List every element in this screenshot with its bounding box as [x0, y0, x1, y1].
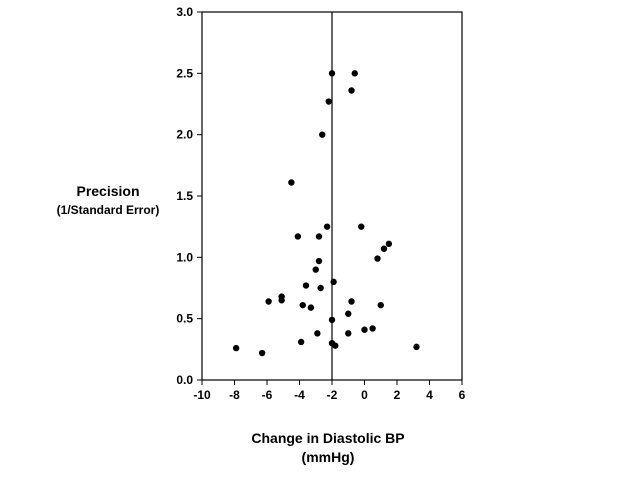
data-point: [317, 284, 324, 292]
data-point: [314, 330, 321, 337]
data-point: [297, 338, 305, 346]
data-point: [299, 301, 306, 309]
data-point: [294, 233, 302, 240]
data-point: [258, 349, 266, 357]
y-axis-label-line2: (1/Standard Error): [56, 203, 160, 217]
x-tick-label: 6: [459, 388, 466, 402]
y-tick-label: 0.0: [176, 373, 193, 387]
data-point: [315, 233, 323, 240]
data-point: [348, 298, 355, 305]
x-axis-label-line1: Change in Diastolic BP: [251, 430, 405, 446]
data-point: [278, 293, 285, 300]
x-tick-label: 0: [361, 388, 368, 402]
data-point: [332, 342, 339, 349]
data-point: [377, 301, 384, 309]
data-point: [232, 344, 240, 352]
data-point: [348, 87, 355, 94]
data-point: [413, 343, 420, 351]
data-point: [361, 326, 368, 333]
data-point: [302, 282, 310, 289]
y-tick-label: 2.5: [176, 66, 193, 80]
y-axis-label-line1: Precision: [76, 183, 140, 199]
data-point: [323, 223, 331, 230]
x-axis-label-line2: (mmHg): [301, 449, 355, 465]
data-point: [385, 240, 393, 248]
x-tick-label: -6: [262, 388, 273, 402]
y-tick-label: 0.5: [176, 312, 193, 326]
x-axis-label: Change in Diastolic BP (mmHg): [196, 429, 460, 467]
x-tick-label: -4: [294, 388, 305, 402]
x-tick-label: -10: [193, 388, 211, 402]
data-point: [307, 304, 315, 311]
data-point: [325, 98, 332, 105]
data-point: [265, 298, 272, 305]
y-tick-label: 1.0: [176, 250, 193, 264]
data-point: [351, 70, 358, 77]
y-tick-label: 2.0: [176, 128, 193, 142]
data-point: [315, 257, 323, 265]
data-point: [312, 266, 319, 273]
data-point: [345, 330, 352, 337]
x-tick-label: 4: [426, 388, 433, 402]
data-point: [319, 131, 326, 138]
data-point: [328, 70, 336, 77]
data-point: [358, 223, 365, 230]
x-tick-label: -2: [327, 388, 338, 402]
y-tick-label: 3.0: [176, 5, 193, 19]
data-point: [374, 255, 381, 262]
y-tick-label: 1.5: [176, 189, 193, 203]
y-axis-label: Precision (1/Standard Error): [44, 183, 172, 217]
x-tick-label: 2: [394, 388, 401, 402]
data-point: [345, 310, 352, 317]
data-point: [330, 278, 337, 286]
data-point: [288, 179, 295, 186]
data-point: [369, 325, 376, 332]
data-point: [380, 245, 388, 252]
data-point: [328, 316, 336, 324]
x-tick-label: -8: [229, 388, 240, 402]
